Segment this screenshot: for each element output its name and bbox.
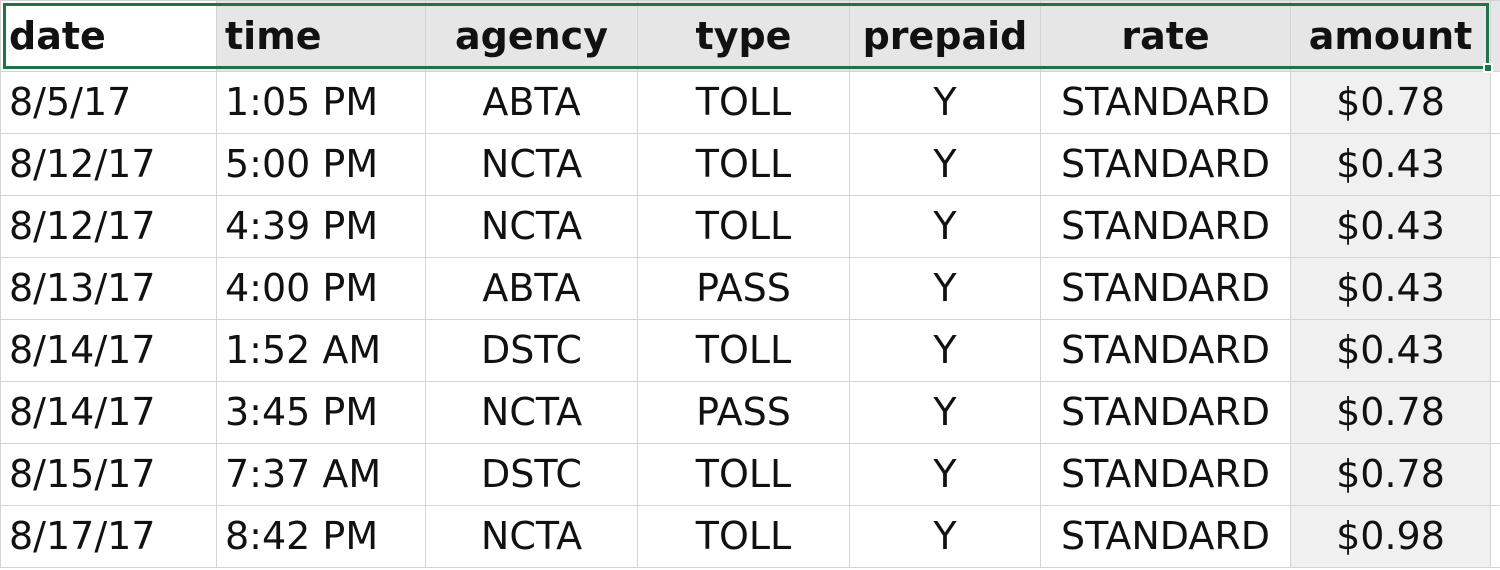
cell-agency[interactable]: NCTA [425, 505, 638, 568]
empty-cell[interactable] [1490, 505, 1500, 568]
cell-amount[interactable]: $0.98 [1290, 505, 1491, 568]
cell-time[interactable]: 4:39 PM [216, 195, 426, 258]
cell-date[interactable]: 8/14/17 [0, 319, 217, 382]
cell-type[interactable]: TOLL [637, 505, 850, 568]
cell-date[interactable]: 8/14/17 [0, 381, 217, 444]
cell-type[interactable]: TOLL [637, 443, 850, 506]
cell-agency[interactable]: DSTC [425, 319, 638, 382]
cell-rate[interactable]: STANDARD [1040, 257, 1291, 320]
empty-cell[interactable] [1490, 71, 1500, 134]
empty-cell[interactable] [1490, 443, 1500, 506]
cell-amount[interactable]: $0.78 [1290, 71, 1491, 134]
cell-date[interactable]: 8/15/17 [0, 443, 217, 506]
cell-amount[interactable]: $0.43 [1290, 319, 1491, 382]
header-cell-agency[interactable]: agency [425, 0, 638, 72]
cell-amount[interactable]: $0.43 [1290, 195, 1491, 258]
cell-type[interactable]: TOLL [637, 133, 850, 196]
cell-time[interactable]: 1:05 PM [216, 71, 426, 134]
cell-agency[interactable]: ABTA [425, 257, 638, 320]
table-row: 8/14/17 3:45 PM NCTA PASS Y STANDARD $0.… [0, 381, 1500, 444]
cell-rate[interactable]: STANDARD [1040, 505, 1291, 568]
empty-cell[interactable] [1490, 133, 1500, 196]
cell-type[interactable]: PASS [637, 257, 850, 320]
cell-date[interactable]: 8/12/17 [0, 133, 217, 196]
cell-date[interactable]: 8/12/17 [0, 195, 217, 258]
table-row: 8/14/17 1:52 AM DSTC TOLL Y STANDARD $0.… [0, 319, 1500, 382]
empty-cell[interactable] [1490, 257, 1500, 320]
table-row: 8/13/17 4:00 PM ABTA PASS Y STANDARD $0.… [0, 257, 1500, 320]
cell-time[interactable]: 4:00 PM [216, 257, 426, 320]
cell-time[interactable]: 8:42 PM [216, 505, 426, 568]
header-cell-date[interactable]: date [0, 0, 217, 72]
cell-rate[interactable]: STANDARD [1040, 195, 1291, 258]
cell-prepaid[interactable]: Y [849, 381, 1041, 444]
empty-cell[interactable] [1490, 0, 1500, 72]
header-cell-amount[interactable]: amount [1290, 0, 1491, 72]
table-row: 8/17/17 8:42 PM NCTA TOLL Y STANDARD $0.… [0, 505, 1500, 568]
cell-agency[interactable]: DSTC [425, 443, 638, 506]
cell-date[interactable]: 8/17/17 [0, 505, 217, 568]
table-row: 8/5/17 1:05 PM ABTA TOLL Y STANDARD $0.7… [0, 71, 1500, 134]
cell-rate[interactable]: STANDARD [1040, 133, 1291, 196]
cell-prepaid[interactable]: Y [849, 505, 1041, 568]
cell-prepaid[interactable]: Y [849, 133, 1041, 196]
cell-time[interactable]: 1:52 AM [216, 319, 426, 382]
cell-time[interactable]: 7:37 AM [216, 443, 426, 506]
fill-handle[interactable] [1483, 63, 1493, 73]
cell-type[interactable]: TOLL [637, 71, 850, 134]
cell-amount[interactable]: $0.43 [1290, 257, 1491, 320]
cell-rate[interactable]: STANDARD [1040, 319, 1291, 382]
empty-cell[interactable] [1490, 319, 1500, 382]
cell-agency[interactable]: NCTA [425, 381, 638, 444]
cell-time[interactable]: 3:45 PM [216, 381, 426, 444]
cell-rate[interactable]: STANDARD [1040, 443, 1291, 506]
cell-agency[interactable]: NCTA [425, 133, 638, 196]
header-cell-time[interactable]: time [216, 0, 426, 72]
cell-amount[interactable]: $0.78 [1290, 381, 1491, 444]
cell-agency[interactable]: ABTA [425, 71, 638, 134]
header-cell-prepaid[interactable]: prepaid [849, 0, 1041, 72]
cell-amount[interactable]: $0.78 [1290, 443, 1491, 506]
header-cell-rate[interactable]: rate [1040, 0, 1291, 72]
empty-cell[interactable] [1490, 195, 1500, 258]
cell-type[interactable]: TOLL [637, 319, 850, 382]
cell-rate[interactable]: STANDARD [1040, 71, 1291, 134]
cell-prepaid[interactable]: Y [849, 71, 1041, 134]
cell-amount[interactable]: $0.43 [1290, 133, 1491, 196]
cell-date[interactable]: 8/13/17 [0, 257, 217, 320]
cell-type[interactable]: TOLL [637, 195, 850, 258]
cell-prepaid[interactable]: Y [849, 257, 1041, 320]
cell-date[interactable]: 8/5/17 [0, 71, 217, 134]
cell-prepaid[interactable]: Y [849, 195, 1041, 258]
cell-prepaid[interactable]: Y [849, 443, 1041, 506]
cell-rate[interactable]: STANDARD [1040, 381, 1291, 444]
cell-prepaid[interactable]: Y [849, 319, 1041, 382]
cell-type[interactable]: PASS [637, 381, 850, 444]
cell-time[interactable]: 5:00 PM [216, 133, 426, 196]
empty-cell[interactable] [1490, 381, 1500, 444]
cell-agency[interactable]: NCTA [425, 195, 638, 258]
header-cell-type[interactable]: type [637, 0, 850, 72]
table-row: 8/12/17 5:00 PM NCTA TOLL Y STANDARD $0.… [0, 133, 1500, 196]
header-row: date time agency type prepaid rate amoun… [0, 0, 1500, 72]
table-row: 8/15/17 7:37 AM DSTC TOLL Y STANDARD $0.… [0, 443, 1500, 506]
table-row: 8/12/17 4:39 PM NCTA TOLL Y STANDARD $0.… [0, 195, 1500, 258]
